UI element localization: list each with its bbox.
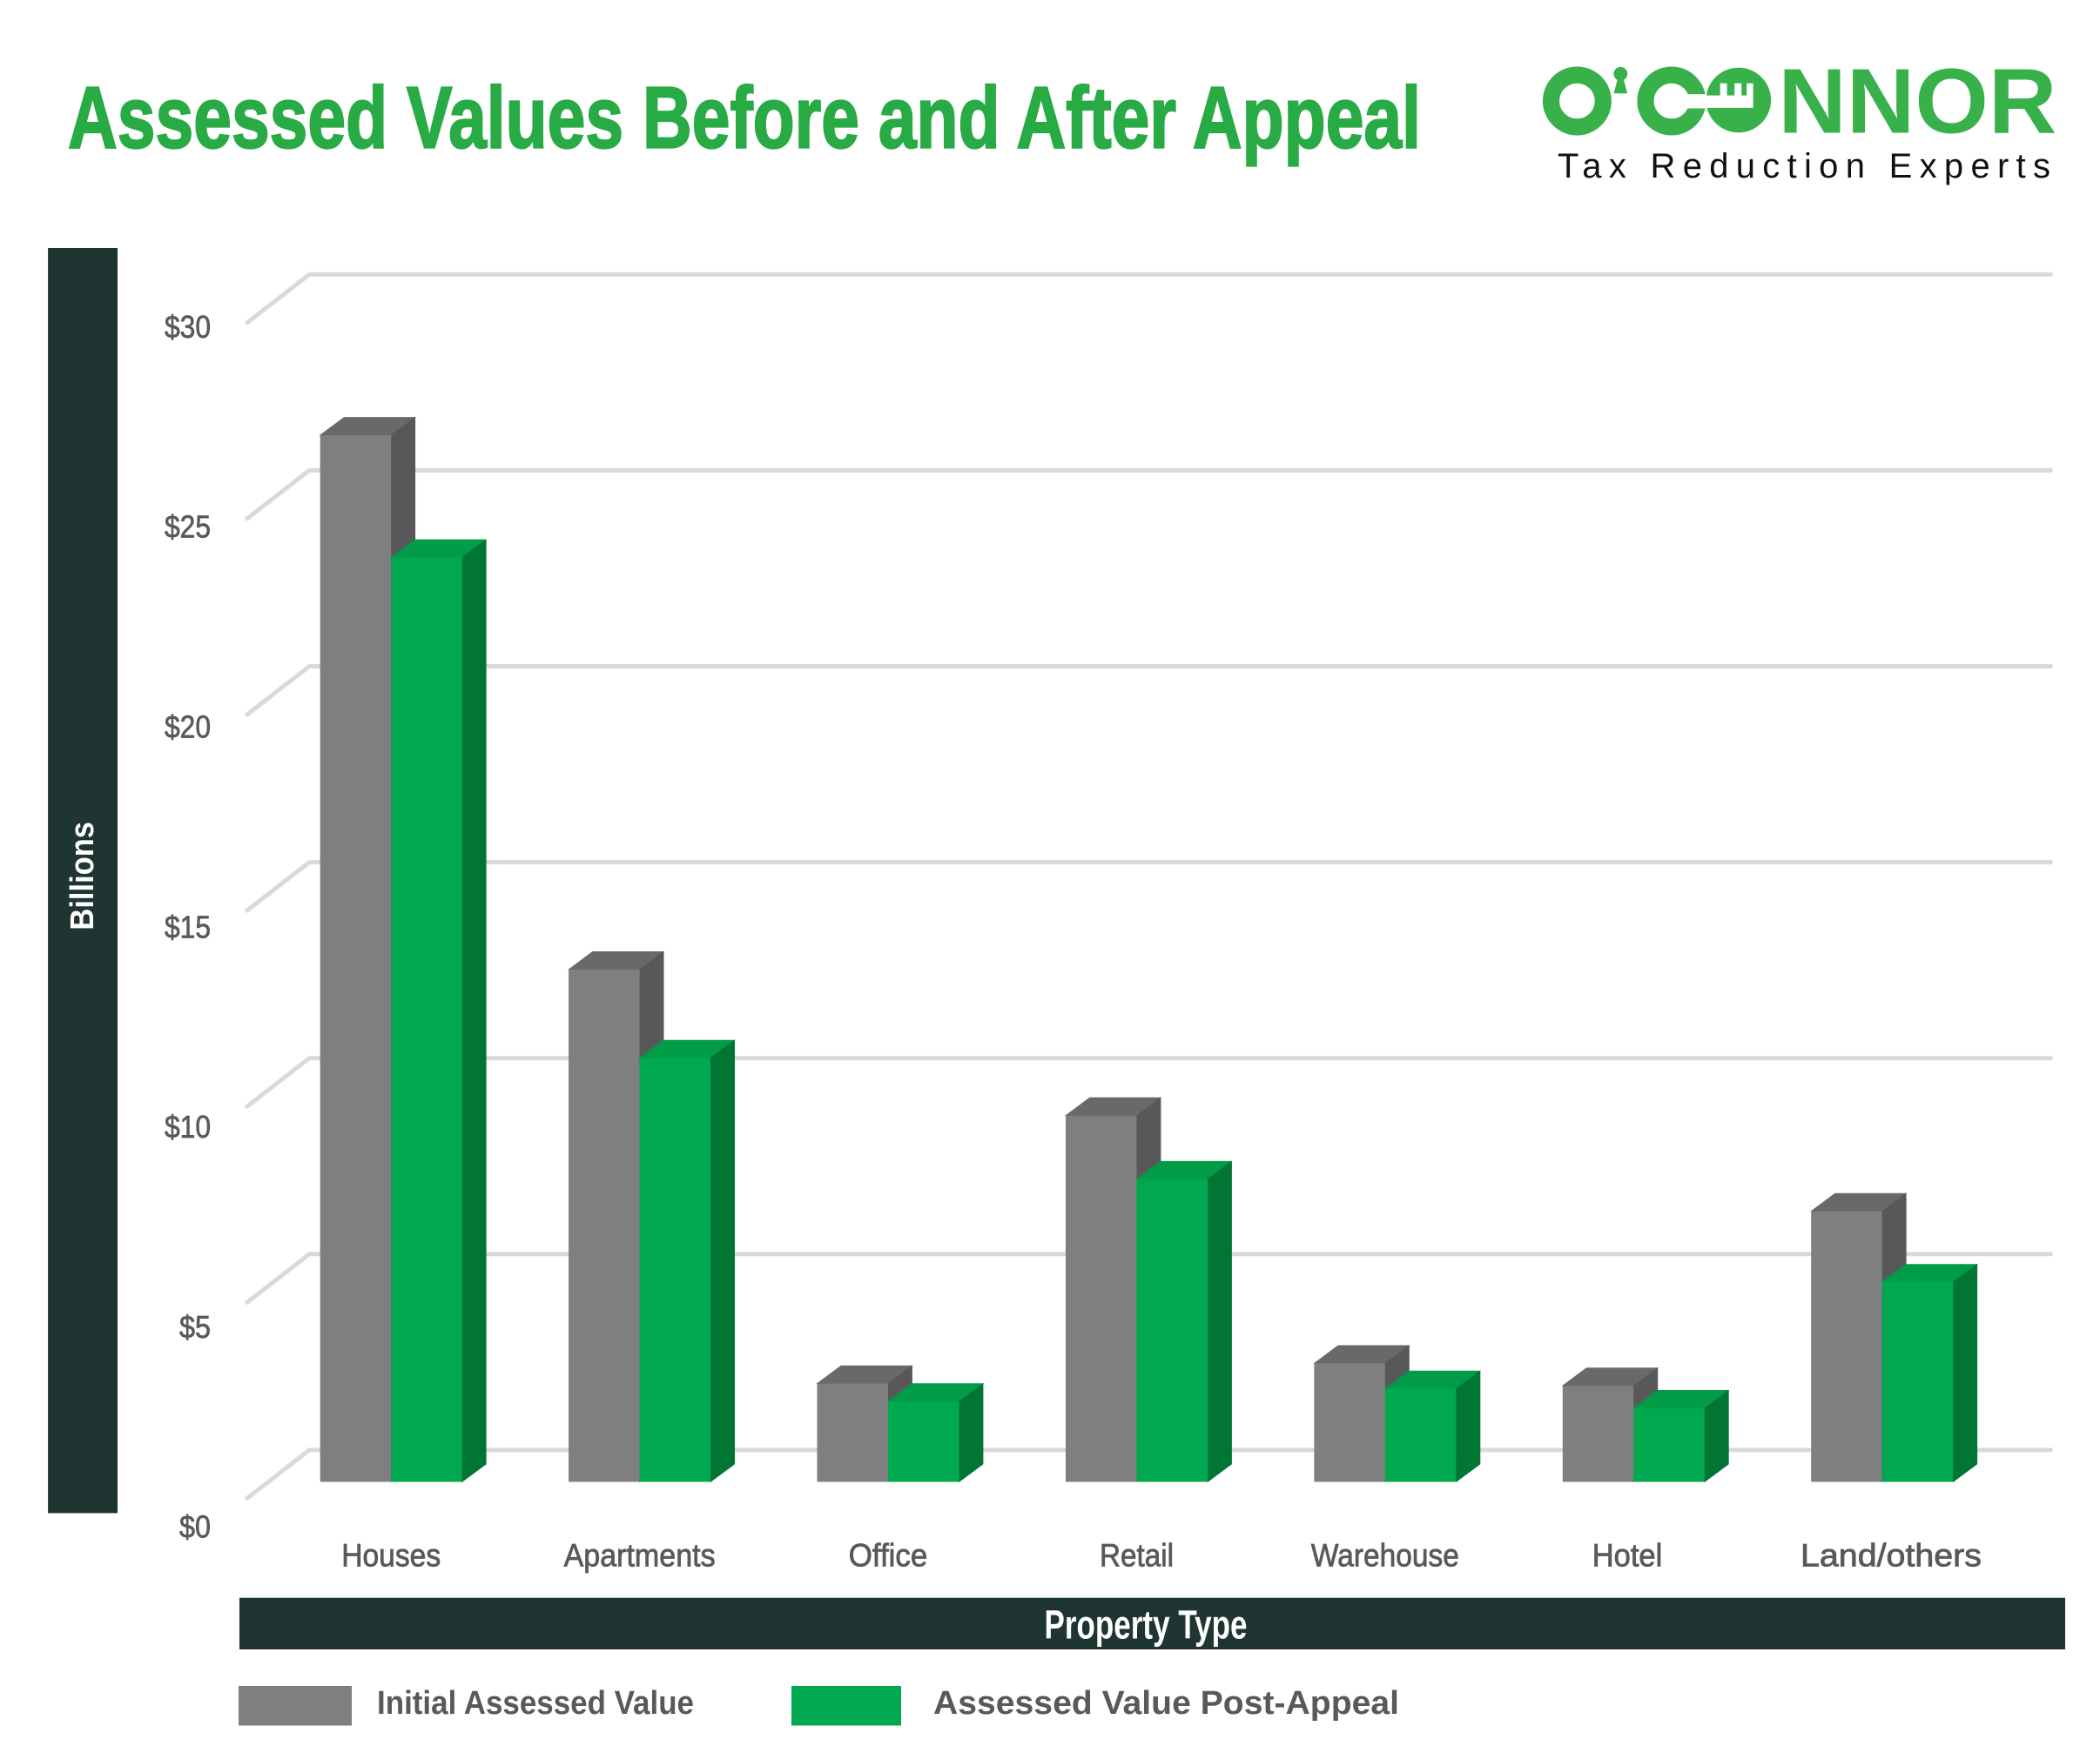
svg-text:Property Type: Property Type (1045, 1602, 1248, 1648)
svg-text:Land/others: Land/others (1800, 1537, 1982, 1573)
svg-text:$25: $25 (165, 509, 211, 545)
svg-text:Billions: Billions (64, 822, 101, 930)
svg-text:$5: $5 (179, 1309, 211, 1345)
svg-text:Warehouse: Warehouse (1311, 1537, 1459, 1573)
svg-text:Apartments: Apartments (564, 1537, 716, 1573)
svg-text:Initial Assessed Value: Initial Assessed Value (377, 1685, 694, 1722)
svg-text:NNOR: NNOR (1778, 50, 2056, 152)
svg-text:$0: $0 (179, 1509, 211, 1545)
svg-text:Retail: Retail (1100, 1537, 1174, 1573)
svg-text:Houses: Houses (341, 1537, 441, 1573)
svg-text:Office: Office (849, 1537, 928, 1573)
svg-text:$30: $30 (165, 309, 211, 345)
svg-text:$20: $20 (165, 709, 211, 745)
svg-text:Assessed Values Before and Aft: Assessed Values Before and After Appeal (68, 70, 1421, 167)
svg-text:$10: $10 (165, 1109, 211, 1145)
svg-text:$15: $15 (165, 909, 211, 944)
svg-text:Hotel: Hotel (1592, 1537, 1663, 1573)
svg-text:Assessed Value Post-Appeal: Assessed Value Post-Appeal (933, 1685, 1399, 1722)
